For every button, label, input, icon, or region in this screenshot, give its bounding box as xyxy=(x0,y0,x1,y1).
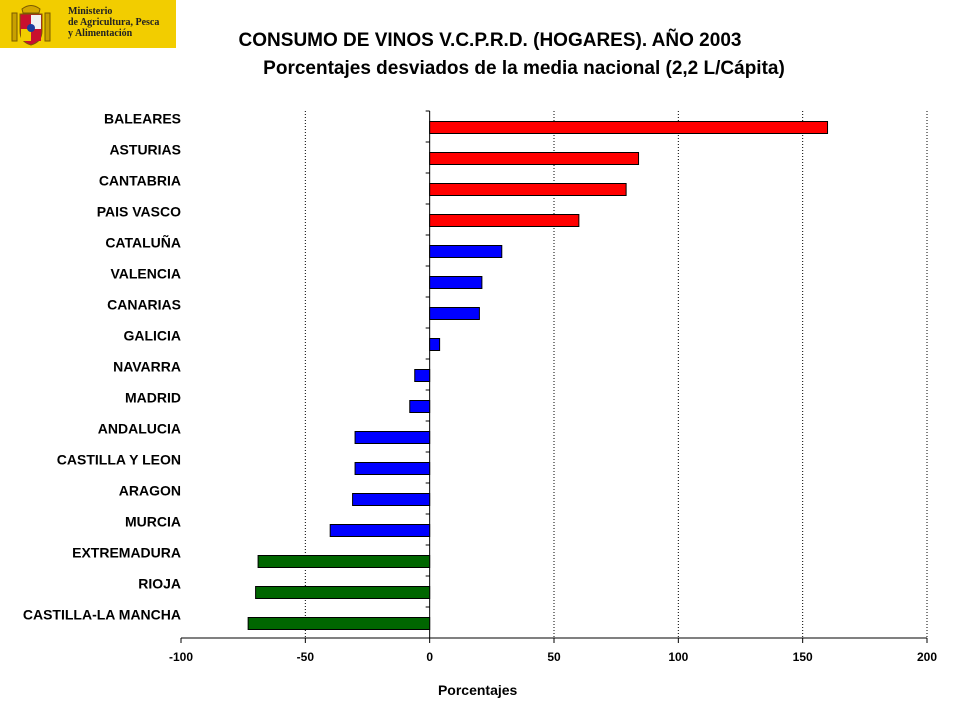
category-label-asturias: ASTURIAS xyxy=(109,142,181,158)
x-tick-label: -100 xyxy=(169,650,193,664)
category-label-galicia: GALICIA xyxy=(123,328,181,344)
category-label-extremadura: EXTREMADURA xyxy=(72,545,181,561)
bar-murcia xyxy=(329,524,431,537)
category-label-castilla-la-mancha: CASTILLA-LA MANCHA xyxy=(23,607,181,623)
bar-extremadura xyxy=(257,555,431,568)
x-axis-title: Porcentajes xyxy=(438,682,518,698)
x-tick-label: 0 xyxy=(426,650,433,664)
category-label-navarra: NAVARRA xyxy=(113,359,181,375)
bar-madrid xyxy=(409,400,431,413)
category-label-madrid: MADRID xyxy=(125,390,181,406)
bar-castilla-la-mancha xyxy=(247,617,431,630)
bar-navarra xyxy=(414,369,431,382)
bar-baleares xyxy=(429,121,829,134)
x-tick-label: 200 xyxy=(917,650,937,664)
chart-subtitle: Porcentajes desviados de la media nacion… xyxy=(263,58,785,79)
category-label-cataluna: CATALUÑA xyxy=(105,234,181,251)
x-tick-label: 50 xyxy=(547,650,561,664)
x-tick-label: -50 xyxy=(297,650,315,664)
logo-line-2: de Agricultura, Pesca xyxy=(68,16,160,28)
bar-canarias xyxy=(429,307,480,320)
bar-aragon xyxy=(352,493,431,506)
bar-castilla-y-leon xyxy=(354,462,431,475)
category-label-canarias: CANARIAS xyxy=(107,297,181,313)
category-label-aragon: ARAGON xyxy=(119,483,181,499)
category-label-cantabria: CANTABRIA xyxy=(99,173,181,189)
logo-line-1: Ministerio xyxy=(68,5,113,17)
category-label-andalucia: ANDALUCIA xyxy=(98,421,181,437)
bar-valencia xyxy=(429,276,483,289)
coat-of-arms-icon xyxy=(11,5,51,46)
ministry-logo: Ministerio de Agricultura, Pesca y Alime… xyxy=(0,0,176,48)
category-label-baleares: BALEARES xyxy=(104,111,181,127)
bar-andalucia xyxy=(354,431,431,444)
bar-galicia xyxy=(429,338,441,351)
x-tick-label: 100 xyxy=(668,650,688,664)
category-label-valencia: VALENCIA xyxy=(110,266,181,282)
bar-cataluna xyxy=(429,245,503,258)
logo-line-3: y Alimentación xyxy=(68,27,133,39)
bar-cantabria xyxy=(429,183,627,196)
x-tick-label: 150 xyxy=(793,650,813,664)
bar-pais-vasco xyxy=(429,214,580,227)
chart-title: CONSUMO DE VINOS V.C.P.R.D. (HOGARES). A… xyxy=(238,30,742,51)
category-label-pais-vasco: PAIS VASCO xyxy=(97,204,181,220)
bar-rioja xyxy=(255,586,431,599)
category-label-rioja: RIOJA xyxy=(138,576,181,592)
category-label-murcia: MURCIA xyxy=(125,514,181,530)
category-label-castilla-y-leon: CASTILLA Y LEON xyxy=(57,452,181,468)
bar-asturias xyxy=(429,152,640,165)
